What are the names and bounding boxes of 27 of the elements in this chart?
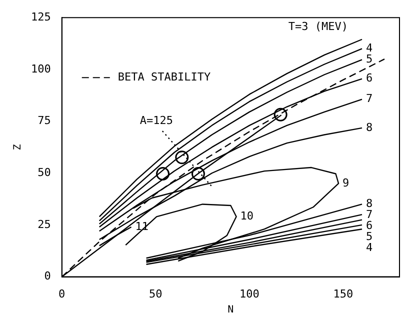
series-label: A=125 xyxy=(140,114,173,127)
y-tick-label: 50 xyxy=(38,166,51,179)
series-label: T=3 (MEV) xyxy=(288,20,348,34)
x-tick-label: 0 xyxy=(58,287,66,300)
series-label: 4 xyxy=(366,241,373,254)
y-tick-label: 75 xyxy=(38,114,51,128)
series-label: 7 xyxy=(366,208,373,222)
x-tick-label: 100 xyxy=(240,287,260,300)
y-tick-label: 100 xyxy=(30,62,51,76)
series-label: 8 xyxy=(366,197,373,210)
series-label: 5 xyxy=(366,230,373,244)
y-tick-label: 0 xyxy=(44,270,51,283)
series-label: 6 xyxy=(366,72,373,85)
x-tick-label: 50 xyxy=(149,287,162,300)
series-label: 9 xyxy=(342,176,350,190)
x-axis-title: N xyxy=(228,304,234,316)
series-label: 10 xyxy=(240,210,254,223)
y-tick-label: 125 xyxy=(30,10,51,24)
y-axis-title: Z xyxy=(12,144,24,150)
legend-label: BETA STABILITY xyxy=(118,70,211,84)
series-label: 5 xyxy=(366,52,373,66)
series-label: 7 xyxy=(366,92,373,106)
series-label: 8 xyxy=(366,120,373,134)
series-label: 4 xyxy=(366,42,373,55)
series-label: 6 xyxy=(366,219,373,232)
y-tick-label: 25 xyxy=(38,218,51,231)
x-tick-label: 150 xyxy=(333,287,354,300)
